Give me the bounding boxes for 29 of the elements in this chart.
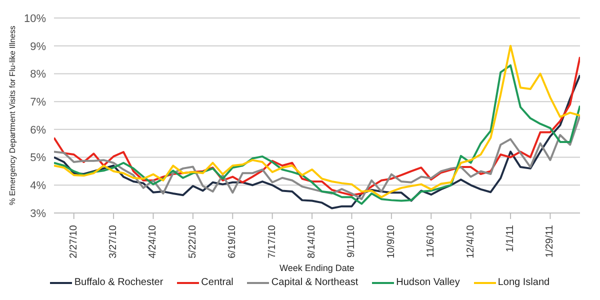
y-tick-label: 10% (24, 12, 46, 25)
x-tick-label: 3/27/10 (108, 224, 120, 258)
x-tick-label: 4/24/10 (148, 224, 159, 258)
legend-label: Central (201, 276, 234, 290)
x-tick-label: 12/4/10 (465, 224, 476, 258)
x-tick-label: 11/6/10 (426, 224, 437, 258)
y-tick-label: 3% (30, 208, 46, 220)
x-tick-label: 6/19/10 (227, 224, 238, 258)
x-tick-label: 8/14/10 (306, 224, 318, 258)
y-tick-label: 4% (30, 180, 46, 192)
x-axis-title: Week Ending Date (280, 263, 354, 273)
y-tick-label: 7% (30, 96, 46, 108)
x-tick-label: 10/9/10 (386, 224, 397, 258)
x-tick-label: 5/22/10 (187, 224, 198, 258)
x-tick-label: 1/1/11 (505, 224, 516, 252)
line-series (54, 114, 580, 200)
legend-label: Capital & Northeast (271, 276, 358, 290)
y-axis-title: % Emergency Department Visits for Flu-like Illness (8, 26, 17, 206)
y-tick-label: 9% (30, 40, 46, 53)
y-tick-label: 5% (30, 152, 46, 164)
y-tick-label: 8% (30, 68, 46, 81)
x-tick-label: 2/27/10 (68, 224, 80, 258)
x-tick-label: 1/29/11 (544, 224, 556, 258)
legend-label: Buffalo & Rochester (74, 276, 164, 290)
x-tick-label: 9/11/10 (346, 224, 358, 258)
y-tick-label: 6% (30, 124, 46, 136)
legend-label: Hudson Valley (396, 276, 460, 290)
x-tick-label: 7/17/10 (266, 224, 278, 258)
legend-label: Long Island (498, 276, 550, 290)
